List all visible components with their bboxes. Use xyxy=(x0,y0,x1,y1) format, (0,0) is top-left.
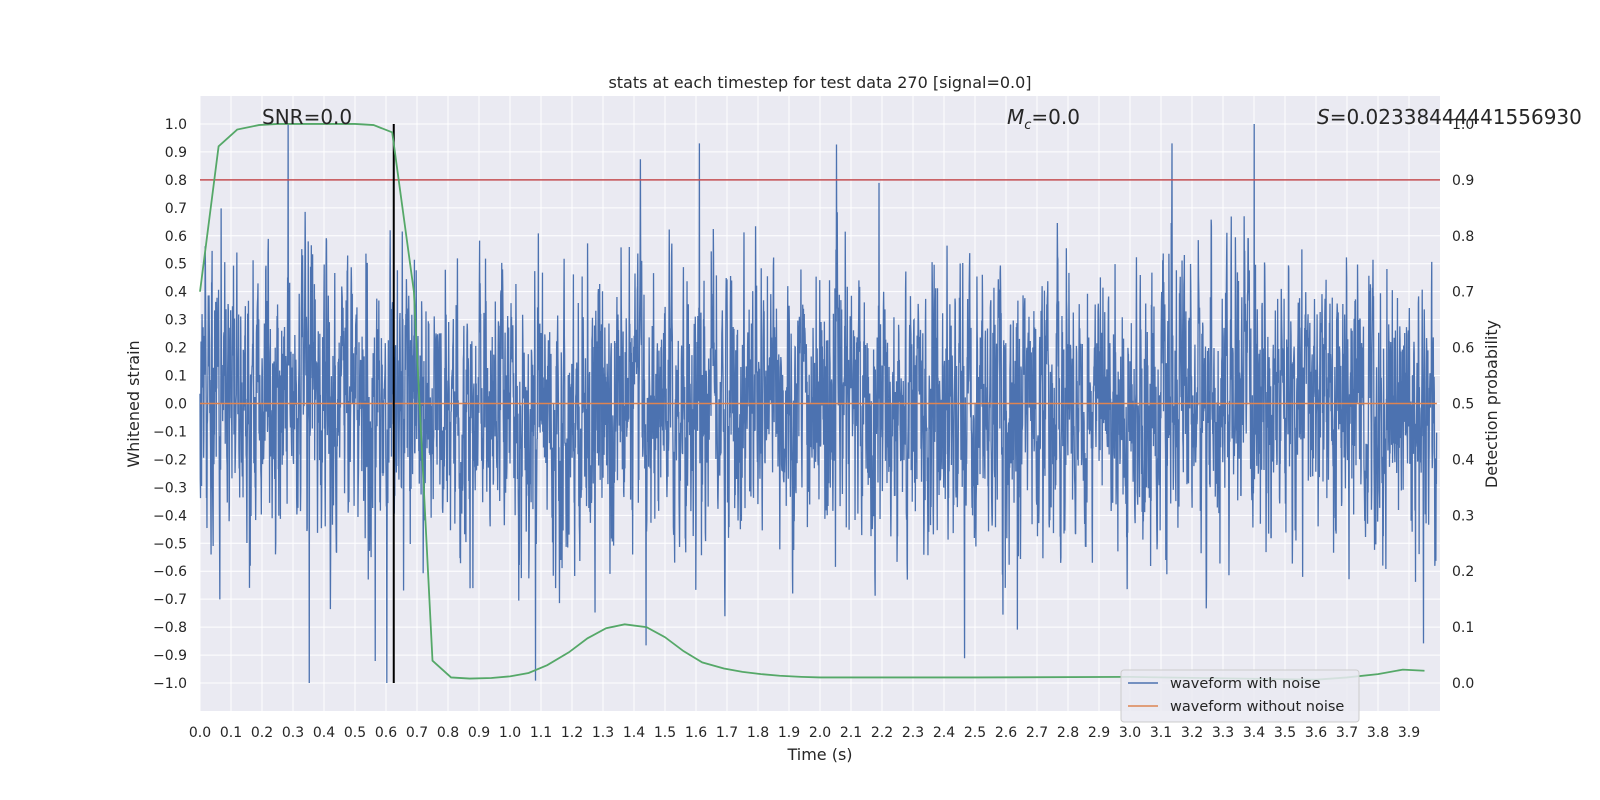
y-axis-right-label: Detection probability xyxy=(1482,320,1501,488)
x-tick-label: 3.3 xyxy=(1212,725,1234,741)
x-tick-label: 2.5 xyxy=(964,725,986,741)
x-tick-label: 0.7 xyxy=(406,725,428,741)
x-tick-label: 1.6 xyxy=(685,725,707,741)
y-tick-label: 0.4 xyxy=(165,285,187,301)
series-waveform-with-noise xyxy=(199,123,1438,684)
y-right-tick-label: 0.0 xyxy=(1452,676,1474,692)
x-tick-label: 3.8 xyxy=(1367,725,1389,741)
y-right-tick-label: 0.9 xyxy=(1452,173,1474,189)
x-tick-label: 0.2 xyxy=(251,725,273,741)
annotation-s-value: =0.02338444441556930 xyxy=(1330,105,1582,129)
chart-title: stats at each timestep for test data 270… xyxy=(608,73,1031,92)
x-tick-label: 0.8 xyxy=(437,725,459,741)
x-tick-label: 2.2 xyxy=(871,725,893,741)
y-axis-right-ticks: 1.0 0.9 0.8 0.7 0.6 0.5 0.4 0.3 0.2 0.1 0.0 xyxy=(1452,117,1474,692)
x-axis-label: Time (s) xyxy=(786,745,852,764)
y-right-tick-label: 0.8 xyxy=(1452,229,1474,245)
x-tick-label: 0.1 xyxy=(220,725,242,741)
detection-probability-line xyxy=(199,123,1425,681)
y-tick-label: −0.2 xyxy=(153,452,187,468)
y-tick-label: 0.8 xyxy=(165,173,187,189)
y-tick-label: 0.9 xyxy=(165,145,187,161)
x-tick-label: 2.9 xyxy=(1088,725,1110,741)
y-tick-label: −0.6 xyxy=(153,564,187,580)
y-tick-label: −0.5 xyxy=(153,536,187,552)
x-tick-label: 2.6 xyxy=(995,725,1017,741)
y-tick-label: 0.3 xyxy=(165,313,187,329)
y-tick-label: −0.3 xyxy=(153,480,187,496)
x-tick-label: 2.7 xyxy=(1026,725,1048,741)
y-right-tick-label: 0.6 xyxy=(1452,341,1474,357)
x-tick-label: 0.5 xyxy=(344,725,366,741)
x-tick-label: 3.1 xyxy=(1150,725,1172,741)
x-tick-label: 2.4 xyxy=(933,725,955,741)
y-right-tick-label: 0.7 xyxy=(1452,285,1474,301)
x-tick-label: 3.5 xyxy=(1274,725,1296,741)
y-right-tick-label: 0.3 xyxy=(1452,508,1474,524)
annotation-s-prefix: S xyxy=(1317,105,1330,129)
x-tick-label: 2.8 xyxy=(1057,725,1079,741)
x-tick-label: 0.6 xyxy=(375,725,397,741)
x-tick-label: 1.1 xyxy=(530,725,552,741)
x-tick-label: 1.8 xyxy=(747,725,769,741)
annotation-mc-prefix: M xyxy=(1007,105,1024,129)
x-tick-label: 3.9 xyxy=(1398,725,1420,741)
y-right-tick-label: 0.1 xyxy=(1452,620,1474,636)
legend-label-noise: waveform with noise xyxy=(1170,676,1321,692)
y-tick-label: 0.1 xyxy=(165,369,187,385)
y-tick-label: 0.5 xyxy=(165,257,187,273)
legend-label-clean: waveform without noise xyxy=(1170,699,1344,715)
y-tick-label: −0.9 xyxy=(153,648,187,664)
annotation-snr: SNR=0.0 xyxy=(262,105,352,129)
x-tick-label: 1.4 xyxy=(623,725,645,741)
y-tick-label: −0.7 xyxy=(153,592,187,608)
x-tick-label: 2.0 xyxy=(809,725,831,741)
x-tick-label: 0.9 xyxy=(468,725,490,741)
annotation-mc-value: =0.0 xyxy=(1031,105,1080,129)
x-tick-label: 3.4 xyxy=(1243,725,1265,741)
y-tick-label: −1.0 xyxy=(153,676,187,692)
y-axis-label: Whitened strain xyxy=(124,340,143,467)
legend: waveform with noise waveform without noi… xyxy=(1120,669,1360,723)
annotation-mc-subscript: c xyxy=(1024,118,1031,133)
annotation-mc: Mc=0.0 xyxy=(1007,105,1080,133)
annotation-snr-value: =0.0 xyxy=(304,105,353,129)
y-tick-label: −0.4 xyxy=(153,508,187,524)
y-tick-label: 0.6 xyxy=(165,229,187,245)
y-tick-label: 0.2 xyxy=(165,341,187,357)
x-tick-label: 3.7 xyxy=(1336,725,1358,741)
y-right-tick-label: 0.2 xyxy=(1452,564,1474,580)
y-tick-label: 0.0 xyxy=(165,397,187,413)
x-axis-ticks: 0.0 0.1 0.2 0.3 0.4 0.5 0.6 0.7 0.8 0.9 1.0 1.1 1.2 1… xyxy=(189,725,1420,741)
y-right-tick-label: 0.5 xyxy=(1452,397,1474,413)
y-right-tick-label: 0.4 xyxy=(1452,452,1474,468)
x-tick-label: 3.0 xyxy=(1119,725,1141,741)
x-tick-label: 1.7 xyxy=(716,725,738,741)
x-tick-label: 1.2 xyxy=(561,725,583,741)
y-axis-ticks: 1.0 0.9 0.8 0.7 0.6 0.5 0.4 0.3 0.2 0.1 0.0 −0.1 −0.… xyxy=(153,117,187,692)
noise-waveform-line xyxy=(199,123,1438,684)
annotation-snr-prefix: SNR xyxy=(262,105,304,129)
x-tick-label: 0.0 xyxy=(189,725,211,741)
x-tick-label: 0.3 xyxy=(282,725,304,741)
x-tick-label: 1.3 xyxy=(592,725,614,741)
y-right-tick-label: 1.0 xyxy=(1452,117,1474,133)
annotations: SNR=0.0 Mc=0.0 S=0.02338444441556930 xyxy=(262,105,1582,133)
annotation-s: S=0.02338444441556930 xyxy=(1317,105,1582,129)
legend-box xyxy=(1120,669,1360,723)
x-tick-label: 2.1 xyxy=(840,725,862,741)
x-tick-label: 2.3 xyxy=(902,725,924,741)
y-tick-label: −0.8 xyxy=(153,620,187,636)
overlays xyxy=(199,123,1440,684)
x-tick-label: 1.5 xyxy=(654,725,676,741)
y-tick-label: 1.0 xyxy=(165,117,187,133)
x-tick-label: 3.2 xyxy=(1181,725,1203,741)
y-tick-label: 0.7 xyxy=(165,201,187,217)
y-tick-label: −0.1 xyxy=(153,424,187,440)
x-tick-label: 3.6 xyxy=(1305,725,1327,741)
x-tick-label: 1.0 xyxy=(499,725,521,741)
x-tick-label: 0.4 xyxy=(313,725,335,741)
x-tick-label: 1.9 xyxy=(778,725,800,741)
